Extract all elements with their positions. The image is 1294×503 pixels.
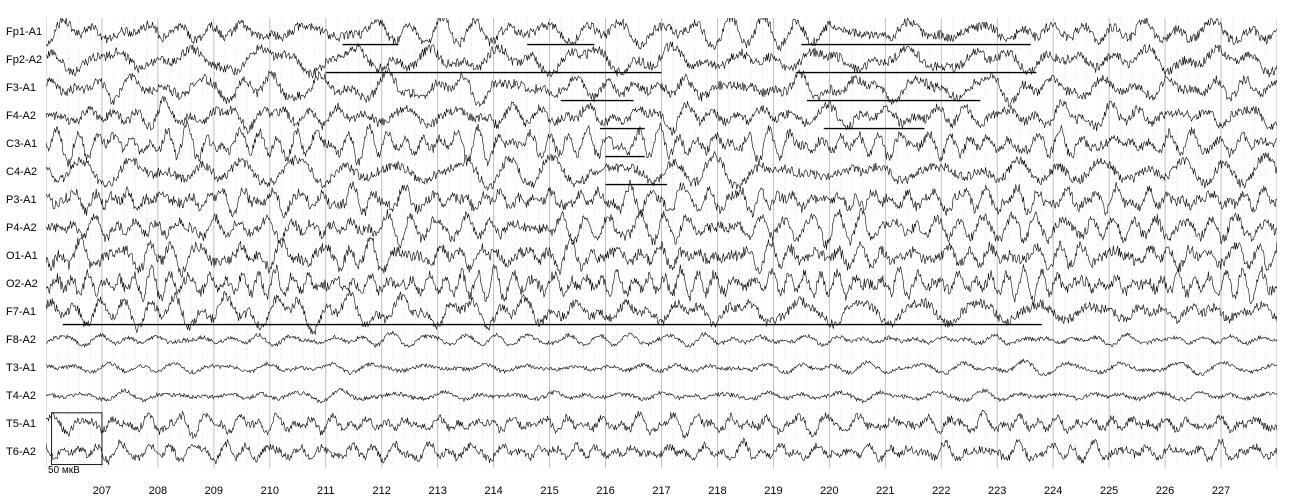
time-tick-label: 211	[317, 485, 335, 497]
time-tick-label: 210	[261, 485, 279, 497]
time-tick-label: 219	[764, 485, 782, 497]
time-tick-label: 215	[540, 485, 558, 497]
time-tick-label: 209	[205, 485, 223, 497]
channel-label: P4-A2	[6, 222, 37, 234]
channel-label: Fp1-A1	[6, 26, 42, 38]
time-tick-label: 216	[596, 485, 614, 497]
channel-label: T6-A2	[6, 446, 36, 458]
time-tick-label: 222	[932, 485, 950, 497]
time-tick-label: 218	[708, 485, 726, 497]
channel-label: F7-A1	[6, 306, 36, 318]
channel-label: T4-A2	[6, 390, 36, 402]
channel-label: F4-A2	[6, 110, 36, 122]
time-tick-label: 214	[484, 485, 502, 497]
time-tick-label: 207	[93, 485, 111, 497]
channel-label: O1-A1	[6, 250, 38, 262]
time-tick-label: 213	[428, 485, 446, 497]
channel-label: F8-A2	[6, 334, 36, 346]
channel-label: F3-A1	[6, 82, 36, 94]
time-tick-label: 223	[988, 485, 1006, 497]
channel-label: C3-A1	[6, 138, 37, 150]
time-tick-label: 225	[1100, 485, 1118, 497]
time-tick-label: 227	[1212, 485, 1230, 497]
channel-label: T3-A1	[6, 362, 36, 374]
channel-label: O2-A2	[6, 278, 38, 290]
time-tick-label: 212	[373, 485, 391, 497]
channel-label: T5-A1	[6, 418, 36, 430]
time-tick-label: 217	[652, 485, 670, 497]
plot-area	[46, 18, 1277, 468]
scale-label: 50 мкВ	[48, 465, 80, 476]
eeg-svg	[46, 18, 1277, 468]
eeg-chart: Fp1-A1 Fp2-A2 F3-A1 F4-A2 C3-A1 C4-A2 P3-A1 P4-…	[0, 0, 1294, 503]
time-tick-label: 226	[1156, 485, 1174, 497]
time-tick-label: 221	[876, 485, 894, 497]
channel-label: P3-A1	[6, 194, 37, 206]
channel-label: Fp2-A2	[6, 54, 42, 66]
channel-label: C4-A2	[6, 166, 37, 178]
time-tick-label: 224	[1044, 485, 1062, 497]
time-tick-label: 208	[149, 485, 167, 497]
time-tick-label: 220	[820, 485, 838, 497]
